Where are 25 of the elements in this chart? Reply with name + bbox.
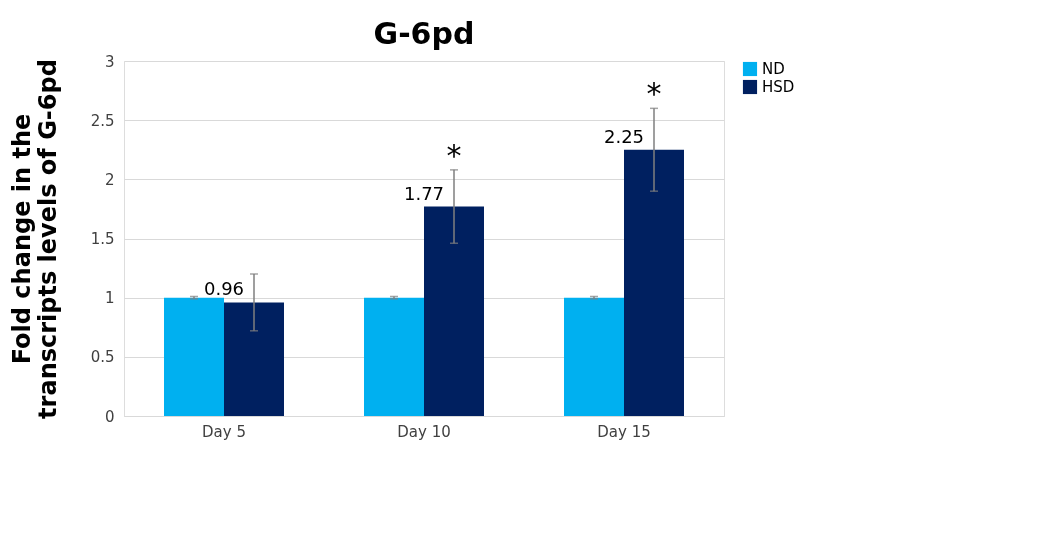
y-axis-title: Fold change in the transcripts levels of G-6pd	[7, 59, 62, 419]
data-label: 0.96	[203, 278, 245, 300]
bar	[164, 297, 224, 416]
y-tick-label: 2.5	[90, 111, 115, 130]
bar	[224, 302, 284, 416]
y-tick-label: 1	[104, 289, 115, 308]
annotation: *	[446, 137, 462, 173]
x-tick-label: Day 15	[597, 422, 651, 441]
y-tick-label: 2	[104, 170, 115, 189]
y-tick-label: 3	[104, 52, 115, 71]
bar	[564, 297, 624, 416]
legend-label: HSD	[762, 78, 795, 96]
y-tick-label: 0.5	[90, 348, 115, 367]
chart-title: G-6pd	[373, 16, 475, 51]
x-tick-label: Day 10	[397, 422, 451, 441]
data-label: 2.25	[603, 125, 645, 147]
x-tick-label: Day 5	[202, 422, 246, 441]
bar	[364, 297, 424, 416]
legend-label: ND	[762, 60, 785, 78]
y-tick-label: 0	[104, 407, 115, 426]
data-label: 1.77	[403, 182, 445, 204]
y-tick-label: 1.5	[90, 230, 115, 248]
bar	[624, 149, 684, 416]
annotation: *	[646, 76, 662, 112]
bar	[424, 206, 484, 416]
